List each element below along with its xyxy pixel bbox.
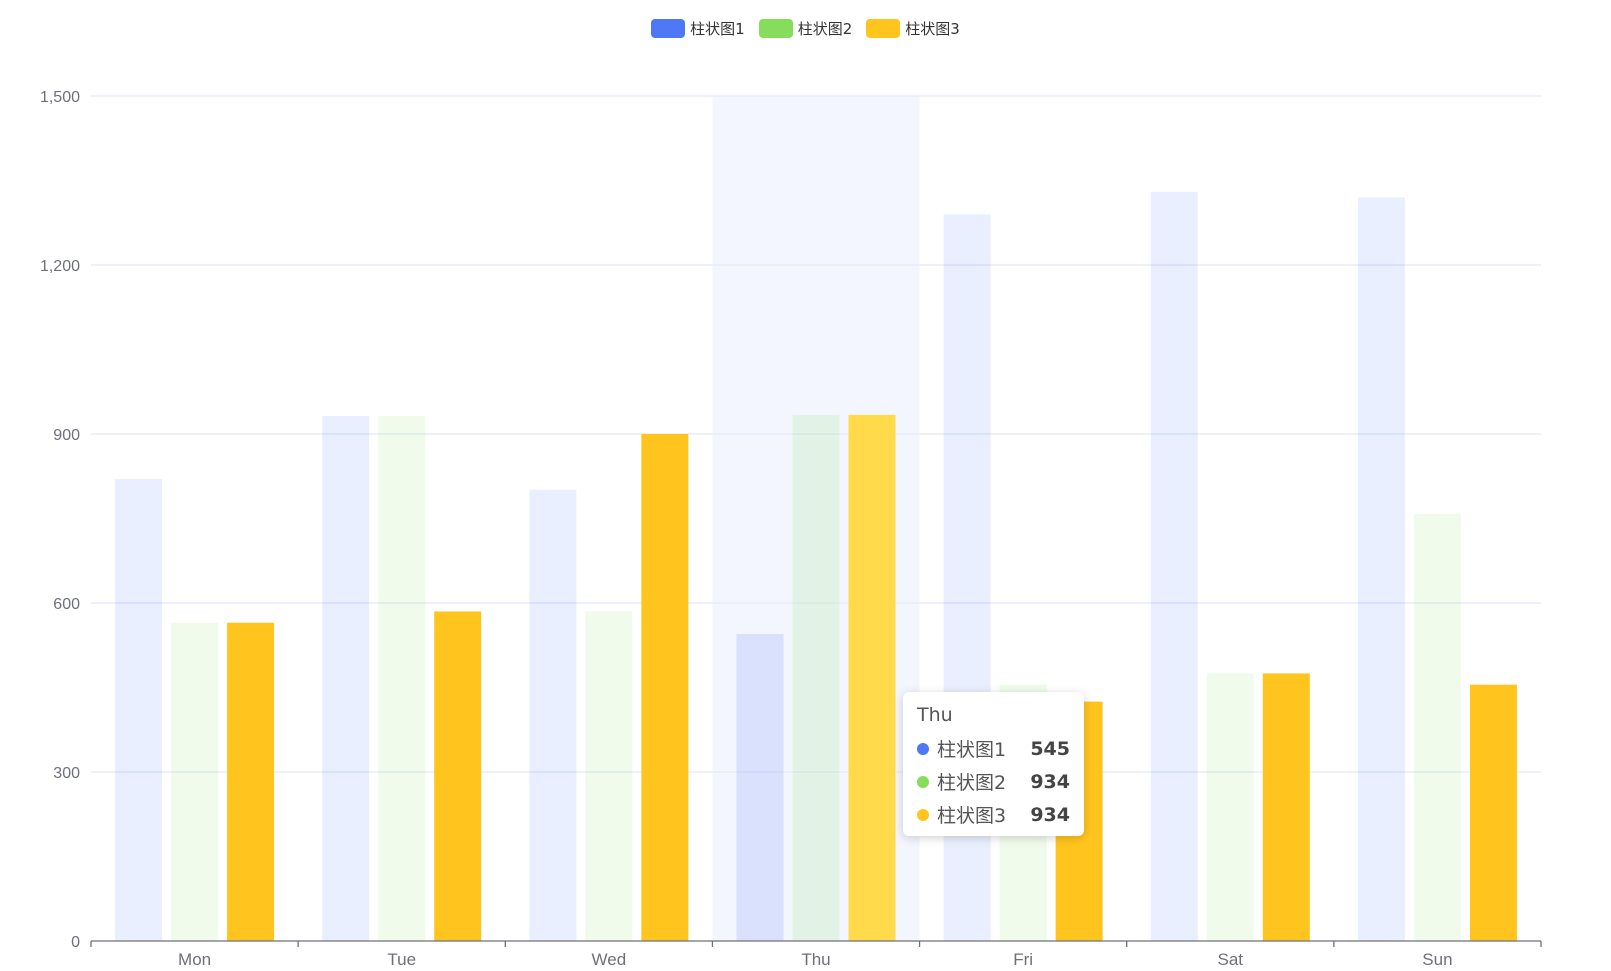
tooltip-dot-series-3 xyxy=(917,808,929,821)
tooltip-name-series-2: 柱状图2 xyxy=(937,772,1007,794)
y-tick-label: 1,500 xyxy=(40,89,80,106)
tooltip-row-series-3: 柱状图3 934 xyxy=(917,798,1070,831)
tooltip-row-series-2: 柱状图2 934 xyxy=(917,765,1070,798)
y-tick-label: 300 xyxy=(53,765,80,782)
legend-swatch-series-2 xyxy=(758,19,793,38)
x-tick-label: Sun xyxy=(1422,950,1452,969)
bar-tue-series-2 xyxy=(378,415,426,941)
y-tick-label: 600 xyxy=(53,596,80,613)
tooltip-value-series-1: 545 xyxy=(1030,737,1070,760)
bar-sun-series-3 xyxy=(1469,684,1517,941)
tooltip-dot-series-1 xyxy=(917,742,929,755)
legend-item-series-3[interactable]: 柱状图3 xyxy=(866,18,960,39)
x-tick-label: Thu xyxy=(801,950,830,969)
tooltip: Thu 柱状图1 545 柱状图2 934 柱状图3 934 xyxy=(903,692,1084,836)
tooltip-value-series-3: 934 xyxy=(1030,803,1070,826)
legend-item-series-2[interactable]: 柱状图2 xyxy=(758,18,853,39)
legend-swatch-series-3 xyxy=(866,19,901,38)
bar-sat-series-2 xyxy=(1206,673,1254,941)
tooltip-row-series-1: 柱状图1 545 xyxy=(917,732,1070,765)
bar-sat-series-1 xyxy=(1150,191,1198,941)
y-tick-label: 0 xyxy=(71,934,80,951)
bar-wed-series-2 xyxy=(585,611,633,941)
x-tick-label: Wed xyxy=(592,950,627,969)
legend-label-series-3: 柱状图3 xyxy=(905,20,960,38)
y-tick-label: 900 xyxy=(53,427,80,444)
x-tick-label: Tue xyxy=(387,950,416,969)
bar-wed-series-3 xyxy=(641,434,689,941)
tooltip-title: Thu xyxy=(917,704,953,726)
bar-thu-series-1 xyxy=(736,633,784,941)
tooltip-name-series-3: 柱状图3 xyxy=(937,805,1007,827)
legend-swatch-series-1 xyxy=(651,19,686,38)
bar-sun-series-1 xyxy=(1357,197,1405,941)
bar-wed-series-1 xyxy=(529,489,577,941)
legend: 柱状图1 柱状图2 柱状图3 xyxy=(0,18,1611,39)
bar-mon-series-3 xyxy=(227,622,275,941)
x-tick-label: Mon xyxy=(178,950,211,969)
tooltip-value-series-2: 934 xyxy=(1030,770,1070,793)
bar-sun-series-2 xyxy=(1413,513,1461,941)
bar-mon-series-1 xyxy=(115,479,163,941)
tooltip-dot-series-2 xyxy=(917,775,929,788)
tooltip-name-series-1: 柱状图1 xyxy=(937,739,1007,761)
legend-label-series-1: 柱状图1 xyxy=(690,20,745,38)
legend-item-series-1[interactable]: 柱状图1 xyxy=(651,18,745,39)
bar-tue-series-1 xyxy=(322,415,370,941)
x-tick-label: Fri xyxy=(1013,950,1033,969)
bar-tue-series-3 xyxy=(434,611,482,941)
x-tick-label: Sat xyxy=(1218,950,1244,969)
bar-mon-series-2 xyxy=(171,622,219,941)
y-tick-label: 1,200 xyxy=(40,258,80,275)
bar-thu-series-2 xyxy=(792,414,840,941)
legend-label-series-2: 柱状图2 xyxy=(797,20,853,38)
bar-thu-series-3 xyxy=(848,414,896,941)
bar-sat-series-3 xyxy=(1262,673,1310,941)
